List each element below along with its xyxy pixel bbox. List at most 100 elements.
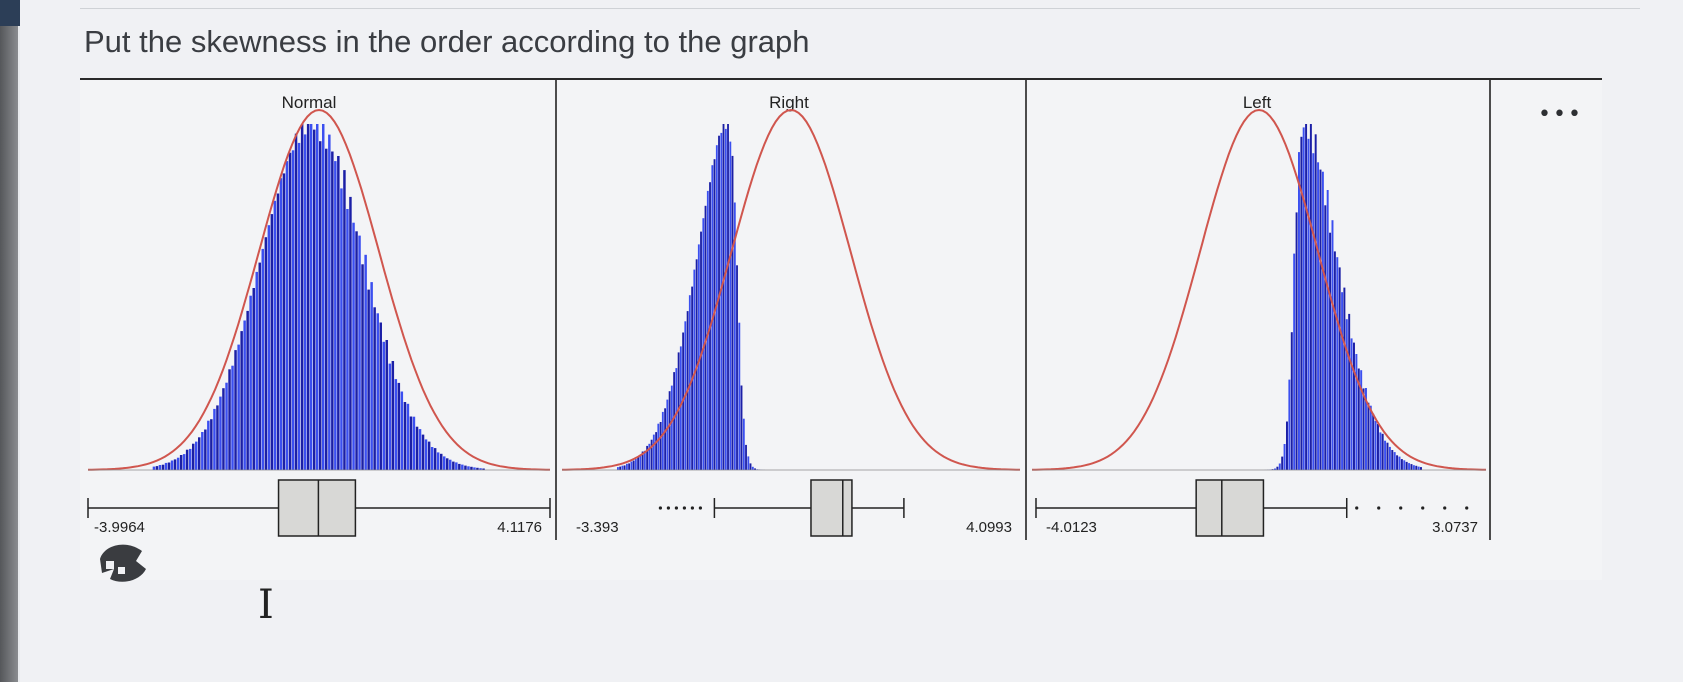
histogram-bar xyxy=(1286,421,1288,470)
histogram-bar xyxy=(632,460,635,470)
histogram-bar xyxy=(346,209,349,470)
histogram-bar xyxy=(382,341,385,470)
histogram-bar xyxy=(1384,440,1387,470)
histogram-bar xyxy=(722,124,725,470)
histogram-bar xyxy=(234,350,237,470)
histogram-bar xyxy=(216,405,219,470)
histogram-bar xyxy=(182,454,186,470)
histogram-bar xyxy=(240,331,243,470)
more-options-icon[interactable]: ••• xyxy=(1538,102,1583,127)
histogram-bar xyxy=(198,437,201,470)
histogram-bar xyxy=(273,200,277,471)
histogram-bar xyxy=(403,402,407,470)
histogram-bar xyxy=(427,441,431,470)
panel-title: Left xyxy=(1243,93,1272,112)
histogram-bar xyxy=(617,467,619,470)
histogram-bar xyxy=(470,466,473,470)
histogram-bar xyxy=(270,214,274,470)
histogram-bar xyxy=(316,124,319,470)
histogram-bar xyxy=(243,320,246,470)
histogram-bar xyxy=(458,463,461,470)
histogram-bar xyxy=(1329,232,1332,470)
histogram-bar xyxy=(637,456,640,470)
histogram-bar xyxy=(449,459,452,470)
histogram-bar xyxy=(1298,152,1300,470)
histogram-bar xyxy=(628,463,631,470)
outlier-point xyxy=(666,506,670,510)
axis-max-label: 4.0993 xyxy=(966,519,1012,536)
histogram-bar xyxy=(291,150,295,471)
panel-title: Right xyxy=(769,93,809,112)
histogram-bar xyxy=(1336,257,1339,470)
histogram-bar xyxy=(352,222,355,470)
histogram-bar xyxy=(213,408,216,470)
histogram-bar xyxy=(1417,466,1420,470)
histogram-bar xyxy=(679,346,682,470)
histogram-bar xyxy=(173,459,177,470)
histogram-bar xyxy=(646,445,649,470)
histogram-bar xyxy=(1379,432,1382,470)
histogram-bar xyxy=(1274,468,1276,470)
histogram-bar xyxy=(693,269,696,470)
histogram-bar xyxy=(249,295,252,470)
outlier-point xyxy=(1421,506,1425,510)
histogram-bar xyxy=(754,468,756,470)
histogram-bar xyxy=(167,462,171,470)
histogram-bar xyxy=(1331,220,1334,470)
histogram-bar xyxy=(322,124,325,470)
boxplot-box xyxy=(277,479,357,537)
normal-curve xyxy=(1031,108,1487,471)
histogram-bar xyxy=(300,124,304,470)
histogram-bar xyxy=(406,403,410,470)
histogram-bar xyxy=(1307,138,1310,471)
outlier-point xyxy=(698,506,702,510)
histogram-bar xyxy=(267,225,271,470)
histogram-bar xyxy=(1338,267,1341,470)
histogram-bar xyxy=(412,416,416,470)
outlier-point xyxy=(674,506,678,510)
histogram-bar xyxy=(745,444,747,470)
histogram-bar xyxy=(626,463,628,470)
histogram-bar xyxy=(736,265,738,470)
histogram-bar xyxy=(237,344,240,470)
histogram-bar xyxy=(670,385,673,470)
histogram-bar xyxy=(742,418,745,470)
histogram-panels: Normal -3.9964 4.1176 Right -3.393 4.0993 Left… xyxy=(87,80,1491,540)
histogram-bar xyxy=(1367,402,1370,470)
histogram-bar xyxy=(630,461,633,470)
histogram-bar xyxy=(176,457,180,470)
histogram-bar xyxy=(729,141,732,470)
histogram-bar xyxy=(258,262,261,470)
histogram-bar xyxy=(1408,463,1411,470)
histogram-bar xyxy=(367,289,370,470)
histogram-bar xyxy=(385,340,388,470)
histogram-bar xyxy=(1348,313,1351,470)
histogram-bar xyxy=(1276,466,1279,470)
histogram-bar xyxy=(297,142,301,470)
histogram-bar xyxy=(1278,463,1281,470)
histogram-bar xyxy=(170,460,174,470)
histogram-bar xyxy=(1415,465,1418,470)
histogram-bar xyxy=(394,379,398,470)
histogram-bar xyxy=(285,161,289,470)
histogram-bar xyxy=(655,432,658,470)
histogram-bar xyxy=(1362,388,1365,470)
histogram-bar xyxy=(1281,456,1284,470)
histogram-bar xyxy=(673,372,676,470)
histogram-bar xyxy=(1343,287,1346,470)
histogram-bar xyxy=(675,368,678,470)
histogram-bar xyxy=(185,449,189,470)
histogram-bar xyxy=(358,235,361,470)
histogram-bar xyxy=(1398,456,1401,470)
histogram-bar xyxy=(231,365,234,470)
histogram-bar xyxy=(1403,460,1406,470)
histogram-bar xyxy=(152,466,156,470)
histogram-bar xyxy=(319,141,322,470)
histogram-bar xyxy=(1324,205,1327,471)
histogram-bar xyxy=(282,173,286,470)
histogram-bar xyxy=(1355,354,1358,470)
histogram-bar xyxy=(164,462,168,470)
histogram-bar xyxy=(158,465,162,470)
histogram-bar xyxy=(1405,461,1408,470)
histogram-bar xyxy=(1345,319,1348,470)
